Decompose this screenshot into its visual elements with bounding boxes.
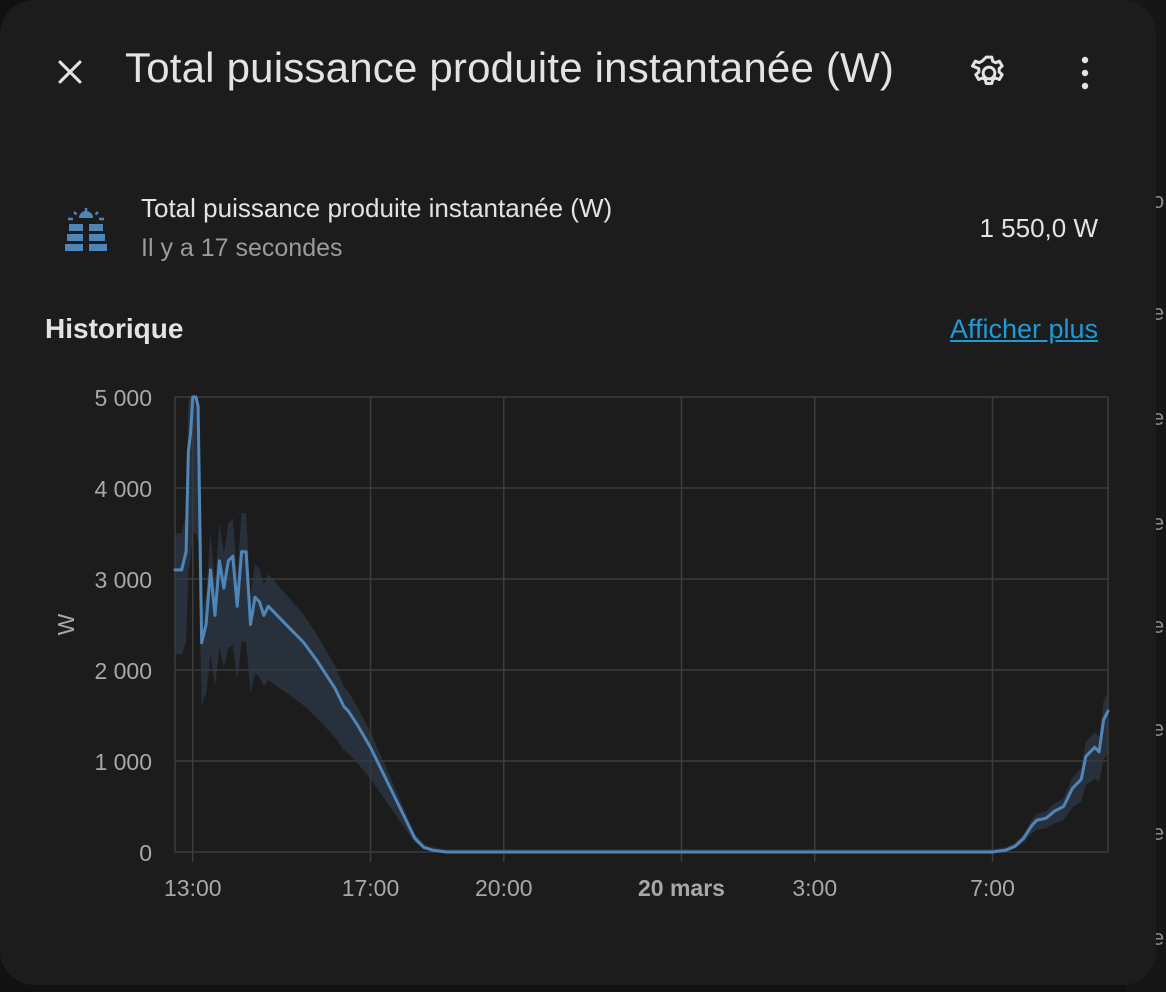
history-chart[interactable]: 0 1 000 2 000 3 000 4 000 5 000 13:00 17:00 20:0… — [0, 370, 1156, 930]
y-axis-title: W — [53, 613, 79, 635]
x-tick-label: 20 mars — [638, 875, 725, 901]
y-tick-label: 0 — [139, 840, 152, 866]
y-tick-label: 1 000 — [94, 749, 152, 775]
close-icon — [58, 60, 82, 84]
more-options-button[interactable] — [1062, 48, 1108, 98]
x-tick-label: 3:00 — [792, 875, 837, 901]
close-button[interactable] — [48, 50, 92, 94]
y-tick-label: 3 000 — [94, 567, 152, 593]
show-more-link[interactable]: Afficher plus — [949, 314, 1098, 344]
x-tick-label: 20:00 — [475, 875, 533, 901]
more-vert-icon — [1081, 56, 1089, 90]
entity-name: Total puissance produite instantanée (W) — [141, 193, 613, 223]
x-tick-label: 7:00 — [970, 875, 1015, 901]
solar-panel-icon — [65, 208, 107, 251]
dialog-title: Total puissance produite instantanée (W) — [125, 44, 895, 91]
min-max-band — [175, 397, 1108, 852]
x-tick-label: 13:00 — [164, 875, 222, 901]
y-tick-label: 4 000 — [94, 476, 152, 502]
entity-last-changed: Il y a 17 secondes — [141, 234, 343, 262]
history-title: Historique — [45, 313, 184, 344]
x-tick-label: 17:00 — [342, 875, 400, 901]
series-line — [173, 395, 1110, 854]
settings-button[interactable] — [964, 48, 1014, 98]
y-tick-label: 2 000 — [94, 658, 152, 684]
y-tick-label: 5 000 — [94, 385, 152, 411]
gear-icon — [971, 55, 1004, 85]
entity-state-value: 1 550,0 W — [979, 213, 1098, 243]
